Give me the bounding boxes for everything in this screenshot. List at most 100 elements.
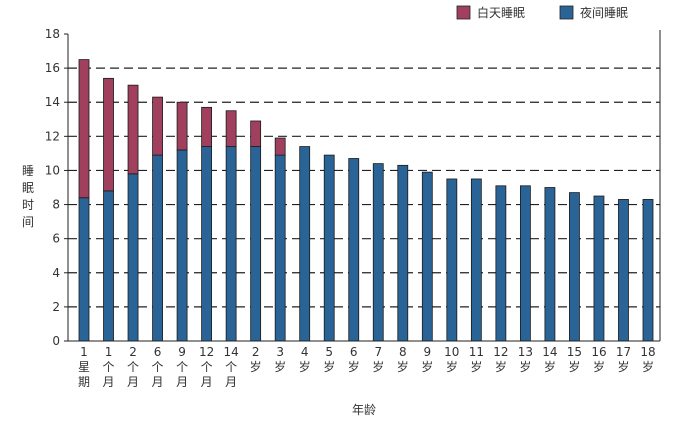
- x-tick-label: 月: [201, 375, 213, 389]
- bar-night-sleep: [152, 154, 163, 342]
- bar-day-sleep: [78, 59, 90, 199]
- x-tick-label: 7: [374, 345, 382, 359]
- x-tick-label: 5: [325, 345, 333, 359]
- x-tick-label: 岁: [544, 359, 556, 374]
- bar-night-sleep: [348, 158, 360, 342]
- bar-day-sleep: [127, 84, 139, 175]
- bar-night-sleep: [201, 146, 213, 342]
- x-tick-label: 岁: [250, 359, 262, 374]
- x-tick-label: 个: [225, 360, 237, 374]
- legend-swatch: [456, 5, 471, 20]
- x-tick-label: 个: [152, 360, 164, 374]
- y-tick-label: 16: [45, 61, 60, 75]
- bar-day-sleep: [225, 110, 237, 147]
- legend-swatch: [559, 5, 574, 20]
- x-tick-label: 岁: [593, 359, 605, 374]
- bar-night-sleep: [250, 146, 262, 342]
- y-tick-label: 10: [45, 163, 60, 177]
- x-tick-label: 3: [276, 345, 284, 359]
- bar-night-sleep: [593, 195, 605, 342]
- legend-label: 夜间睡眠: [580, 5, 628, 20]
- x-tick-label: 2: [129, 345, 137, 359]
- x-tick-label: 1: [105, 345, 113, 359]
- x-tick-label: 16: [591, 345, 606, 359]
- x-tick-label: 岁: [617, 359, 629, 374]
- bar-day-sleep: [250, 120, 262, 147]
- x-tick-label: 岁: [642, 359, 654, 374]
- x-tick-label: 岁: [323, 359, 335, 374]
- y-axis-label: 睡眠时间: [21, 164, 34, 229]
- x-tick-label: 8: [399, 345, 407, 359]
- x-tick-label: 4: [301, 345, 309, 359]
- x-tick-label: 岁: [495, 359, 507, 374]
- x-tick-label: 月: [176, 375, 188, 389]
- x-tick-label: 6: [154, 345, 162, 359]
- y-tick-label: 14: [45, 95, 60, 109]
- x-tick-label: 6: [350, 345, 358, 359]
- bar-day-sleep: [274, 137, 286, 156]
- bar-night-sleep: [397, 164, 409, 342]
- x-tick-label: 岁: [519, 359, 531, 374]
- x-tick-label: 岁: [446, 359, 458, 374]
- x-tick-label: 10: [444, 345, 459, 359]
- x-tick-label: 岁: [299, 359, 311, 374]
- bar-night-sleep: [446, 178, 458, 342]
- x-tick-label: 月: [103, 375, 115, 389]
- x-tick-label: 个: [176, 360, 188, 374]
- y-tick-label: 0: [52, 334, 60, 348]
- x-tick-label: 12: [199, 345, 214, 359]
- y-tick-label: 12: [45, 129, 60, 143]
- x-tick-label: 月: [127, 375, 139, 389]
- x-tick-label: 个: [201, 360, 213, 374]
- x-tick-label: 星: [78, 360, 90, 374]
- bar-night-sleep: [323, 154, 335, 342]
- bar-night-sleep: [421, 171, 433, 342]
- x-tick-label: 17: [616, 345, 631, 359]
- x-tick-label: 2: [252, 345, 260, 359]
- bar-night-sleep: [78, 197, 90, 342]
- x-axis-label: 年龄: [352, 403, 376, 417]
- y-tick-label: 18: [45, 27, 60, 41]
- x-tick-label: 岁: [397, 359, 409, 374]
- y-tick-label: 4: [52, 266, 60, 280]
- x-tick-label: 岁: [421, 359, 433, 374]
- axes: 0246810121416181星期1个月2个月6个月9个月12个月14个月2岁…: [45, 27, 661, 389]
- y-tick-label: 2: [52, 300, 60, 314]
- bar-night-sleep: [495, 185, 507, 342]
- x-tick-label: 岁: [568, 359, 580, 374]
- bar-day-sleep: [103, 77, 114, 192]
- y-tick-label: 8: [52, 198, 60, 212]
- bar-day-sleep: [152, 96, 163, 156]
- x-tick-label: 个: [127, 360, 139, 374]
- bar-day-sleep: [201, 106, 213, 147]
- x-tick-label: 13: [518, 345, 533, 359]
- x-tick-label: 1: [80, 345, 88, 359]
- x-tick-label: 期: [78, 375, 90, 389]
- x-tick-label: 岁: [348, 359, 360, 374]
- x-tick-label: 月: [152, 375, 164, 389]
- gridlines: [68, 67, 660, 308]
- bar-night-sleep: [470, 178, 482, 342]
- x-tick-label: 14: [542, 345, 557, 359]
- x-tick-label: 9: [178, 345, 186, 359]
- bar-night-sleep: [618, 199, 629, 342]
- x-tick-label: 岁: [470, 359, 482, 374]
- bar-night-sleep: [299, 146, 311, 342]
- x-tick-label: 岁: [274, 359, 286, 374]
- bar-night-sleep: [103, 190, 114, 342]
- bar-night-sleep: [544, 187, 556, 342]
- x-tick-label: 12: [493, 345, 508, 359]
- x-tick-label: 9: [423, 345, 431, 359]
- bar-night-sleep: [176, 149, 188, 342]
- x-tick-label: 11: [469, 345, 484, 359]
- x-tick-label: 14: [223, 345, 238, 359]
- bar-night-sleep: [127, 173, 139, 342]
- bar-night-sleep: [274, 154, 286, 342]
- x-tick-label: 岁: [372, 359, 384, 374]
- bar-night-sleep: [372, 163, 384, 342]
- x-tick-label: 18: [640, 345, 655, 359]
- bar-day-sleep: [176, 101, 188, 151]
- legend: 白天睡眠 夜间睡眠: [456, 5, 628, 20]
- bar-night-sleep: [225, 146, 237, 342]
